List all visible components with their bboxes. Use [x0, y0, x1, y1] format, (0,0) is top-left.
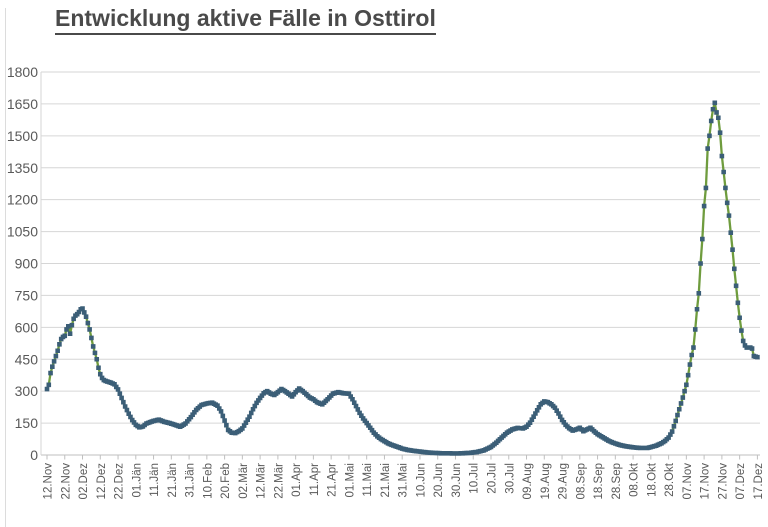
- svg-text:18.Okt: 18.Okt: [646, 462, 658, 497]
- svg-text:20.Jul: 20.Jul: [487, 463, 499, 494]
- series-markers: [44, 100, 760, 456]
- svg-text:12.Dez: 12.Dez: [96, 463, 108, 500]
- svg-text:17.Dez: 17.Dez: [753, 463, 765, 500]
- svg-text:11.Jän: 11.Jän: [149, 463, 161, 497]
- svg-text:1050: 1050: [7, 224, 38, 240]
- svg-text:1200: 1200: [7, 192, 38, 208]
- svg-text:1350: 1350: [7, 160, 38, 176]
- y-tick-labels: 0 150 300 450 600 750 900 1050 1200 1350 1500 1650 1…: [7, 64, 38, 463]
- x-tick-marks: [46, 455, 758, 460]
- svg-text:07.Nov: 07.Nov: [682, 463, 694, 500]
- svg-text:01.Mai: 01.Mai: [344, 463, 356, 498]
- svg-text:450: 450: [15, 351, 39, 367]
- svg-text:21.Jän: 21.Jän: [167, 463, 179, 498]
- svg-text:31.Mai: 31.Mai: [398, 463, 410, 498]
- y-gridlines: [41, 71, 760, 424]
- svg-text:02.Mär: 02.Mär: [238, 463, 250, 499]
- svg-text:11.Mai: 11.Mai: [362, 463, 374, 497]
- svg-text:21.Mai: 21.Mai: [380, 463, 392, 498]
- svg-text:1650: 1650: [7, 96, 38, 112]
- chart-title: Entwicklung aktive Fälle in Osttirol: [55, 5, 436, 35]
- svg-text:01.Jän: 01.Jän: [131, 463, 143, 498]
- svg-text:12.Mär: 12.Mär: [256, 463, 268, 499]
- svg-text:0: 0: [30, 447, 38, 463]
- svg-text:22.Mär: 22.Mär: [273, 463, 285, 499]
- svg-text:30.Jun: 30.Jun: [451, 463, 463, 498]
- svg-text:300: 300: [15, 383, 39, 399]
- svg-text:22.Dez: 22.Dez: [114, 463, 126, 500]
- svg-text:11.Apr: 11.Apr: [309, 463, 321, 496]
- svg-text:1500: 1500: [7, 128, 38, 144]
- svg-text:20.Feb: 20.Feb: [220, 463, 232, 499]
- svg-text:29.Aug: 29.Aug: [558, 463, 570, 499]
- svg-text:750: 750: [15, 287, 39, 303]
- svg-text:28.Okt: 28.Okt: [664, 462, 676, 497]
- x-tick-labels: 12.Nov 22.Nov 02.Dez 12.Dez 22.Dez 01.Jän 11.J…: [43, 462, 765, 499]
- svg-text:12.Nov: 12.Nov: [43, 463, 55, 500]
- svg-text:18.Sep: 18.Sep: [593, 463, 605, 499]
- svg-text:01.Apr: 01.Apr: [291, 463, 303, 497]
- svg-text:10.Feb: 10.Feb: [202, 463, 214, 499]
- svg-text:10.Jul: 10.Jul: [469, 463, 481, 494]
- svg-text:10.Jun: 10.Jun: [415, 463, 427, 498]
- axis-lines: [40, 72, 760, 456]
- svg-text:02.Dez: 02.Dez: [78, 463, 90, 500]
- series-line: [45, 101, 758, 455]
- svg-text:08.Okt: 08.Okt: [629, 462, 641, 497]
- svg-text:17.Nov: 17.Nov: [700, 463, 712, 500]
- svg-text:900: 900: [15, 256, 39, 272]
- svg-text:22.Nov: 22.Nov: [60, 463, 72, 500]
- svg-text:20.Jun: 20.Jun: [433, 463, 445, 498]
- svg-text:27.Nov: 27.Nov: [717, 463, 729, 500]
- svg-text:08.Sep: 08.Sep: [575, 463, 587, 499]
- svg-text:19.Aug: 19.Aug: [540, 463, 552, 499]
- svg-text:28.Sep: 28.Sep: [611, 463, 623, 499]
- svg-text:30.Jul: 30.Jul: [504, 463, 516, 494]
- svg-text:09.Aug: 09.Aug: [522, 463, 534, 499]
- svg-text:1800: 1800: [7, 64, 38, 80]
- svg-text:21.Apr: 21.Apr: [327, 463, 339, 497]
- svg-text:600: 600: [15, 319, 39, 335]
- svg-text:31.Jän: 31.Jän: [185, 463, 197, 498]
- svg-text:07.Dez: 07.Dez: [735, 463, 747, 500]
- svg-text:150: 150: [15, 415, 39, 431]
